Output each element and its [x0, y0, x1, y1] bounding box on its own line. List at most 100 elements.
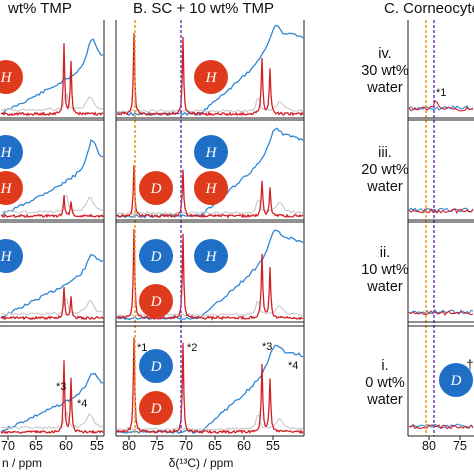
- peak-labels: *1 *2 *3 *4 *3 *4 *1: [56, 87, 446, 410]
- trace-a-gray-2: [0, 298, 104, 316]
- bubble-letter: D: [450, 373, 462, 389]
- peak-label-2: *2: [187, 342, 197, 354]
- a-axis-label: n / ppm: [2, 456, 42, 470]
- bubble-circle: [0, 171, 23, 205]
- row-ii-word: water: [366, 279, 403, 295]
- row-iv-roman: iv.: [378, 46, 391, 62]
- bubble-letter: H: [205, 70, 218, 86]
- panel-b-title: B. SC + 10 wt% TMP: [133, 0, 274, 17]
- row-iv-word: water: [366, 80, 403, 96]
- trace-a-gray-0: [0, 93, 104, 112]
- a-tick-60: 60: [59, 439, 73, 453]
- bubble-circle: [194, 171, 228, 205]
- spectra-traces: [0, 24, 474, 435]
- trace-b-red-2: [116, 229, 304, 321]
- trace-b-gray-0: [116, 98, 304, 113]
- b-axis-label: δ(¹³C) / ppm: [169, 456, 234, 470]
- b-tick-75: 75: [150, 439, 164, 453]
- a-tick-70: 70: [1, 439, 15, 453]
- trace-a-blue-3: [0, 372, 104, 433]
- peak-label-4: *4: [288, 360, 298, 372]
- b-tick-65: 65: [208, 439, 222, 453]
- bubble-d-8: D: [139, 239, 173, 273]
- bubble-circle: [0, 239, 23, 273]
- trace-a-blue-0: [0, 38, 103, 115]
- peak-label-1-c: *1: [436, 87, 446, 99]
- trace-c-red-3: [408, 424, 474, 430]
- trace-a-blue-1: [0, 139, 104, 217]
- bubble-letter: H: [0, 145, 13, 161]
- trace-a-blue-2: [0, 253, 104, 319]
- trace-c-red-1: [408, 208, 474, 214]
- bubble-letter: D: [150, 401, 162, 417]
- bubble-circle: [0, 135, 23, 169]
- isotope-bubbles: H H H H H H H D D D H D D D †: [0, 60, 474, 425]
- bubble-h-6: H: [194, 171, 228, 205]
- bubble-circle: [194, 60, 228, 94]
- trace-c-red-2: [408, 310, 474, 316]
- trace-a-red-2: [0, 286, 104, 321]
- bubble-circle: [139, 239, 173, 273]
- peak-label-3: *3: [262, 341, 272, 353]
- bubble-d-7: D: [139, 171, 173, 205]
- row-iii-roman: iii.: [378, 145, 392, 161]
- bubble-circle: [139, 171, 173, 205]
- bubble-h-2: H: [0, 171, 23, 205]
- bubble-h-5: H: [194, 135, 228, 169]
- bubble-circle: [194, 135, 228, 169]
- trace-a-red-0: [0, 43, 104, 117]
- bubble-letter: D: [150, 249, 162, 265]
- bubble-letter: D: [150, 359, 162, 375]
- bubble-letter: H: [0, 70, 13, 86]
- bubble-h-1: H: [0, 135, 23, 169]
- bubble-h-4: H: [194, 60, 228, 94]
- dagger-mark: †: [466, 357, 473, 372]
- bubble-letter: H: [0, 181, 13, 197]
- trace-a-gray-1: [1, 194, 104, 214]
- water-labels: iv. 30 wt% water iii. 20 wt% water ii. 1…: [361, 46, 409, 408]
- c-tick-75: 75: [453, 439, 467, 453]
- row-i-pct: 0 wt%: [365, 375, 405, 391]
- bubble-letter: H: [205, 249, 218, 265]
- bubble-letter: D: [150, 294, 162, 310]
- b-tick-60: 60: [237, 439, 251, 453]
- row-i-roman: i.: [381, 358, 388, 374]
- trace-a-red-1: [0, 195, 104, 219]
- trace-b-red-1: [116, 164, 304, 219]
- trace-b-gray-3: [116, 414, 304, 431]
- row-iii-pct: 20 wt%: [361, 162, 409, 178]
- peak-label-1: *1: [137, 342, 147, 354]
- panel-frames: [0, 20, 474, 440]
- row-i-word: water: [366, 392, 403, 408]
- row-iii-word: water: [366, 179, 403, 195]
- bubble-h-10: H: [194, 239, 228, 273]
- bubble-letter: H: [205, 145, 218, 161]
- bubble-circle: [194, 239, 228, 273]
- row-iv-pct: 30 wt%: [361, 63, 409, 79]
- trace-a-red-3: [0, 360, 104, 435]
- bubble-letter: H: [0, 249, 13, 265]
- trace-b-red-0: [116, 33, 304, 117]
- trace-b-blue-0: [117, 24, 304, 117]
- bubble-circle: [139, 284, 173, 318]
- bubble-d-12: D: [139, 391, 173, 425]
- peak-label-4-a: *4: [77, 398, 87, 410]
- bubble-letter: H: [205, 181, 218, 197]
- a-tick-55: 55: [90, 439, 104, 453]
- bubble-circle: [139, 391, 173, 425]
- peak-label-3-a: *3: [56, 381, 66, 393]
- bubble-letter: D: [150, 181, 162, 197]
- bubble-circle: [139, 349, 173, 383]
- trace-c-blue-1: [408, 207, 474, 213]
- panel-c-title: C. Corneocyte: [384, 0, 474, 17]
- bubble-d-13: D: [439, 363, 473, 397]
- bubble-circle: [0, 60, 23, 94]
- bubble-circle: [439, 363, 473, 397]
- b-tick-80: 80: [122, 439, 136, 453]
- b-tick-55: 55: [266, 439, 280, 453]
- trace-b-red-3: [116, 337, 304, 435]
- bubble-d-11: D: [139, 349, 173, 383]
- trace-a-gray-3: [0, 411, 104, 431]
- panel-a-title: wt% TMP: [7, 0, 72, 17]
